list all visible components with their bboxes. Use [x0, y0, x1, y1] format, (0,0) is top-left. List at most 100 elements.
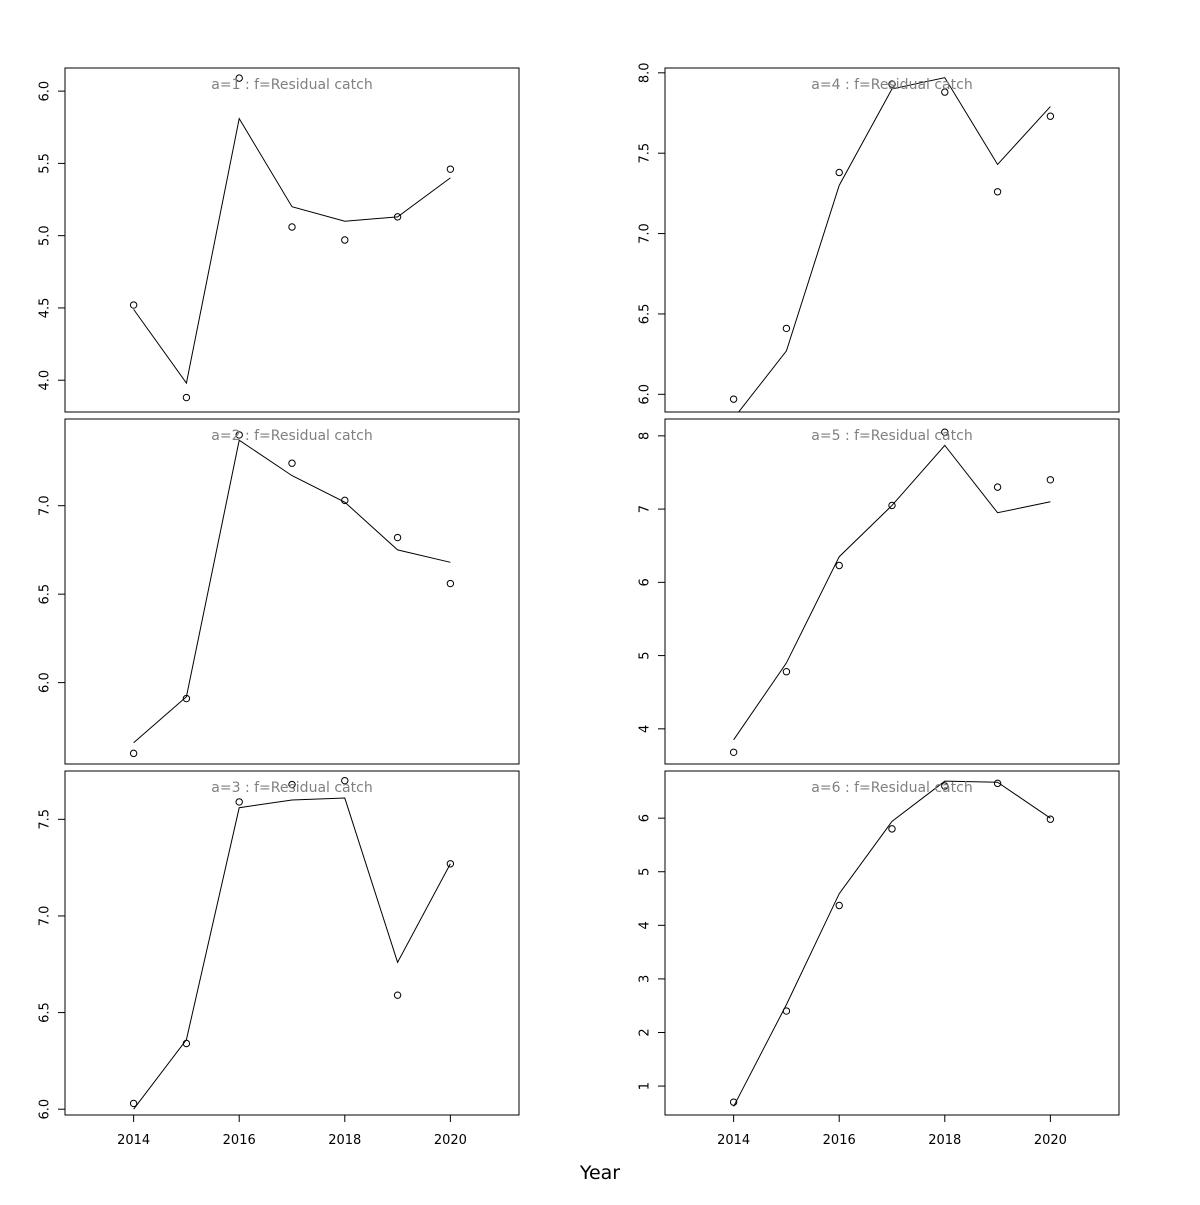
x-tick-label: 2016: [223, 1133, 256, 1148]
y-tick-label: 5: [638, 868, 653, 876]
observed-point: [129, 749, 138, 758]
observed-point: [888, 825, 896, 833]
panel-data: [729, 428, 1055, 756]
observed-point: [341, 776, 349, 785]
observed-point: [782, 324, 791, 333]
observed-point: [1046, 112, 1055, 120]
observed-point: [446, 579, 455, 588]
panel-data: [129, 431, 455, 758]
x-tick-label: 2014: [717, 1133, 750, 1148]
fitted-line: [133, 117, 451, 385]
panel-data: [729, 779, 1055, 1107]
y-tick-label: 6: [638, 814, 653, 822]
panel-frame: [664, 67, 1120, 413]
observed-point: [993, 779, 1002, 788]
y-tick-label: 1: [638, 1082, 653, 1090]
panel-title: a=4 : f=Residual catch: [811, 77, 972, 93]
y-tick-label: 5.5: [38, 153, 53, 174]
panel-data: [129, 74, 455, 402]
observed-point: [941, 88, 949, 96]
observed-point: [993, 188, 1002, 196]
observed-point: [446, 165, 455, 173]
observed-point: [288, 780, 296, 789]
observed-point: [182, 1039, 191, 1048]
observed-point: [888, 80, 896, 88]
y-tick-label: 5.0: [38, 225, 53, 246]
panel-2: 6.0 6.5 7.0 a=2 : f=Residual catch: [38, 418, 520, 765]
observed-point: [993, 483, 1002, 491]
fitted-line: [733, 780, 1051, 1107]
y-tick-label: 6.0: [38, 81, 53, 102]
observed-point: [235, 74, 243, 82]
panel-data: [129, 776, 455, 1110]
x-axis-label: Year: [579, 1162, 620, 1184]
fitted-line: [738, 77, 1051, 412]
y-tick-label: 8: [638, 432, 653, 440]
x-tick-label: 2018: [328, 1133, 361, 1148]
y-tick-label: 6: [638, 578, 653, 586]
y-tick-label: 7.5: [638, 143, 653, 164]
observed-point: [341, 236, 349, 244]
fitted-line: [133, 797, 451, 1110]
y-tick-label: 7.0: [38, 906, 53, 927]
observed-point: [393, 533, 402, 542]
panel-6: 1 2 3 4 5 6 2014 2016 2018 2020 a=6 : f=Residual c…: [638, 770, 1120, 1148]
observed-point: [729, 1098, 738, 1106]
observed-point: [835, 901, 843, 910]
panel-frame: [64, 67, 520, 413]
observed-point: [182, 694, 191, 703]
x-tick-label: 2020: [434, 1133, 467, 1148]
y-tick-label: 6.5: [638, 304, 653, 325]
observed-point: [729, 395, 738, 403]
fitted-line: [133, 439, 451, 744]
observed-point: [393, 991, 402, 999]
y-tick-label: 6.5: [38, 1002, 53, 1023]
observed-point: [446, 860, 455, 868]
panel-title: a=5 : f=Residual catch: [811, 428, 972, 444]
y-tick-label: 6.5: [38, 584, 53, 605]
panel-title: a=6 : f=Residual catch: [811, 780, 972, 796]
observed-point: [129, 301, 138, 309]
observed-point: [835, 561, 843, 570]
panel-frame: [64, 418, 520, 765]
y-tick-label: 7: [638, 505, 653, 513]
x-tick-label: 2014: [117, 1133, 150, 1148]
observed-point: [888, 501, 896, 510]
panel-data: [729, 77, 1055, 412]
y-tick-label: 4.5: [38, 298, 53, 319]
panel-4: 6.0 6.5 7.0 7.5 8.0 a=4 : f=Residual catch: [638, 62, 1120, 413]
observed-point: [341, 496, 349, 505]
y-tick-label: 7.0: [638, 223, 653, 244]
panel-title: a=2 : f=Residual catch: [211, 428, 372, 444]
observed-point: [129, 1099, 138, 1108]
y-tick-label: 4.0: [38, 370, 53, 391]
observed-point: [288, 459, 296, 467]
y-tick-label: 7.5: [38, 809, 53, 830]
panel-1: 4.0 4.5 5.0 5.5 6.0 a=1 : f=Residual catch: [38, 67, 520, 413]
observed-point: [1046, 476, 1055, 484]
y-tick-label: 6.0: [38, 672, 53, 693]
observed-point: [1046, 815, 1055, 823]
x-tick-label: 2018: [928, 1133, 961, 1148]
observed-point: [182, 393, 191, 402]
observed-point: [393, 213, 402, 221]
panel-3: 6.0 6.5 7.0 7.5 2014 2016 2018 2020 a=3 : f=Resi…: [38, 770, 520, 1148]
panel-frame: [664, 418, 1120, 765]
x-tick-label: 2016: [823, 1133, 856, 1148]
fitted-line: [733, 444, 1051, 741]
observed-point: [235, 798, 243, 806]
panels-group: 4.0 4.5 5.0 5.5 6.0 a=1 : f=Residual catch 6.0…: [38, 62, 1120, 1148]
observed-point: [235, 431, 243, 439]
y-tick-label: 8.0: [638, 62, 653, 83]
observed-point: [729, 748, 738, 756]
observed-point: [782, 668, 791, 676]
panel-5: 4 5 6 7 8 a=5 : f=Residual catch: [638, 418, 1120, 765]
panel-title: a=1 : f=Residual catch: [211, 77, 372, 93]
observed-point: [941, 782, 949, 790]
observed-point: [835, 168, 843, 177]
y-tick-label: 6.0: [638, 384, 653, 405]
x-tick-label: 2020: [1034, 1133, 1067, 1148]
y-tick-label: 3: [638, 975, 653, 983]
